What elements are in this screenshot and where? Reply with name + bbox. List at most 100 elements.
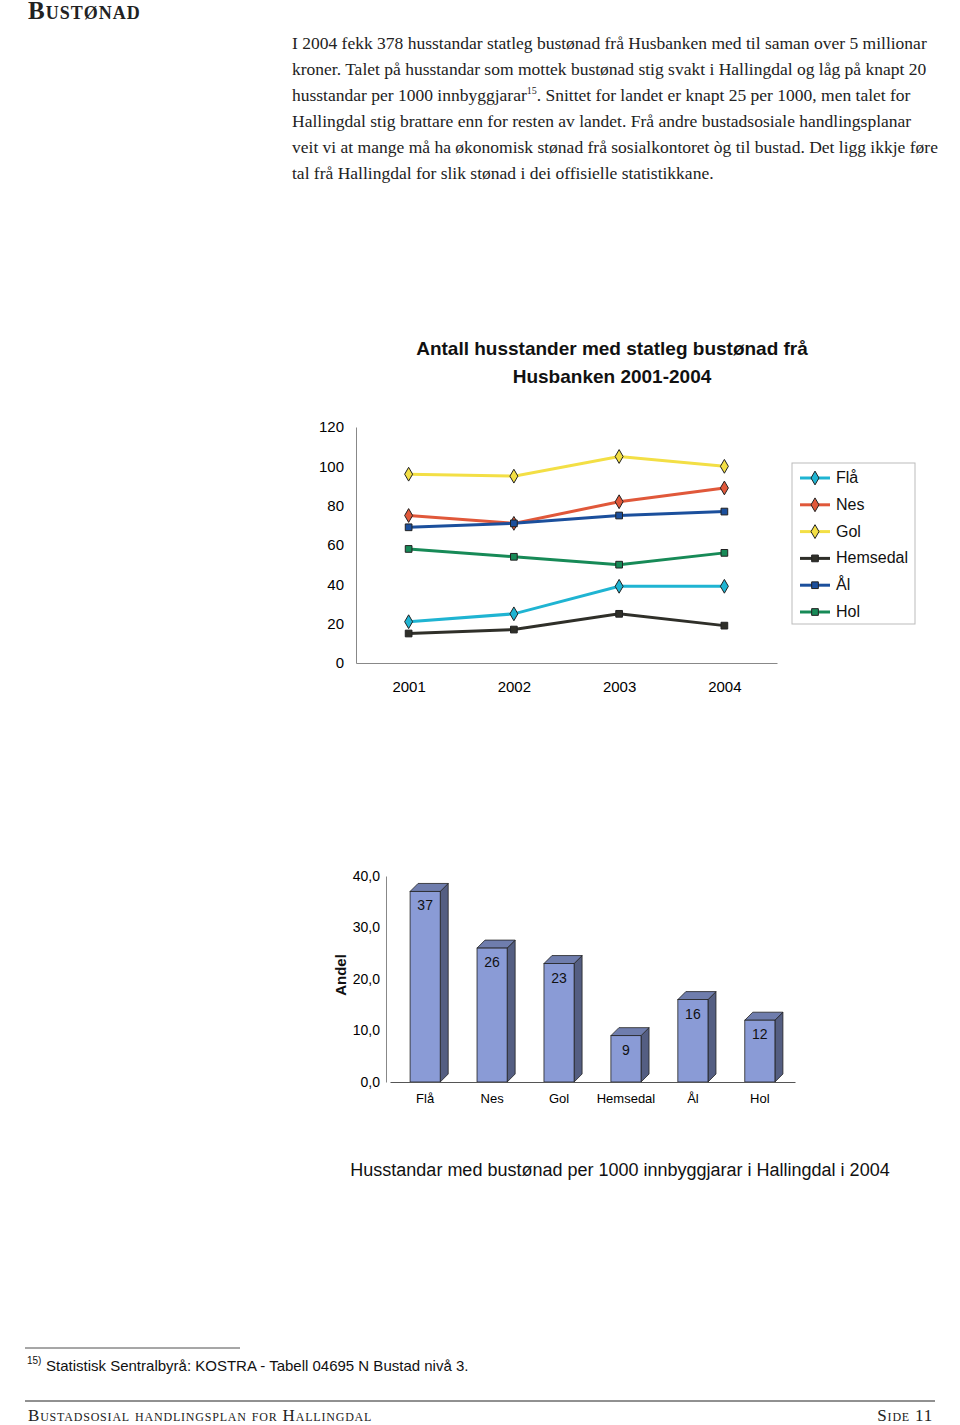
tick: 2001 (392, 663, 425, 695)
marker (405, 630, 412, 637)
tick: 2002 (498, 663, 531, 695)
tick-label: 120 (319, 418, 344, 435)
tick-label: 60 (327, 536, 344, 553)
bar-top (544, 956, 582, 964)
plot-area (405, 450, 729, 637)
tick-label: Ål (687, 1091, 699, 1106)
tick: 10,0 (353, 1022, 386, 1038)
legend-box (792, 463, 915, 624)
tick-label: Flå (416, 1091, 435, 1106)
marker (405, 509, 413, 523)
legend-label: Hemsedal (836, 549, 908, 566)
marker (721, 508, 728, 515)
tick-label: 2003 (603, 678, 636, 695)
axis-line (386, 877, 387, 1083)
bar-chart: 0,0 10,0 20,0 30,0 40,0 Flå Nes Gol Hemsedal Ål Ho… (332, 868, 890, 1180)
legend-marker (811, 525, 819, 539)
footer-left: Bustadsosial handlingsplan for Hallingda… (28, 1406, 372, 1425)
marker (720, 459, 728, 473)
tick: Ål (687, 1082, 699, 1106)
marker (511, 520, 518, 527)
marker (721, 550, 728, 557)
y-axis: 0,0 10,0 20,0 30,0 40,0 (353, 868, 387, 1090)
marker (720, 481, 728, 495)
legend-marker (812, 609, 819, 616)
bar-top (678, 992, 716, 1000)
bar (745, 1020, 775, 1082)
legend-label: Ål (836, 575, 850, 593)
tick-label: Gol (549, 1091, 569, 1106)
bar (477, 948, 507, 1082)
chart-title: Antall husstander med statleg bustønad f… (416, 338, 808, 387)
tick: 20,0 (353, 971, 386, 987)
bar-side (708, 992, 716, 1082)
body-paragraph: I 2004 fekk 378 husstandar statleg bustø… (292, 30, 940, 186)
marker (720, 579, 728, 593)
tick-label: 0,0 (361, 1074, 381, 1090)
y-axis: 020406080100120 (319, 418, 357, 671)
axis-line (357, 663, 778, 664)
tick-label: 40,0 (353, 868, 380, 884)
bar-top (410, 883, 448, 891)
marker (405, 615, 413, 629)
legend-item: Nes (800, 496, 864, 513)
marker (405, 467, 413, 481)
tick-label: Hemsedal (597, 1091, 656, 1106)
data-label: 23 (551, 970, 567, 986)
bar-side (775, 1012, 783, 1082)
bar-top (477, 940, 515, 948)
tick: Hemsedal (597, 1082, 656, 1106)
tick: 100 (319, 458, 356, 475)
tick-label: 100 (319, 458, 344, 475)
marker (405, 546, 412, 553)
tick-label: 30,0 (353, 919, 380, 935)
marker (616, 561, 623, 568)
series-line (409, 512, 725, 528)
legend-marker (811, 471, 819, 485)
marker (615, 579, 623, 593)
footnote-rule (25, 1348, 240, 1349)
tick: Flå (416, 1082, 435, 1106)
legend-marker (812, 555, 819, 562)
heading: Bustønad (28, 0, 141, 24)
marker (510, 469, 518, 483)
tick: 0,0 (361, 1074, 386, 1090)
marker (615, 450, 623, 464)
marker (616, 610, 623, 617)
legend-item: Hemsedal (800, 549, 908, 566)
data-label: 37 (417, 897, 433, 913)
legend-label: Hol (836, 603, 860, 620)
legend-marker (811, 498, 819, 512)
data-label: 16 (685, 1006, 701, 1022)
bar-top (611, 1028, 649, 1036)
tick-label: 20,0 (353, 971, 380, 987)
tick-label: 2004 (708, 678, 741, 695)
footnote-text: Statistisk Sentralbyrå: KOSTRA - Tabell … (46, 1357, 468, 1374)
page: I 2004 fekk 378 husstandar statleg bustø… (0, 0, 960, 1425)
tick-label: Hol (750, 1091, 770, 1106)
series-line (409, 614, 725, 634)
plot-area (410, 883, 783, 1082)
data-label: 12 (752, 1026, 768, 1042)
tick: Nes (481, 1082, 505, 1106)
tick: Gol (549, 1082, 569, 1106)
y-axis-title: Andel (332, 954, 349, 996)
tick: 0 (336, 654, 356, 671)
marker (721, 622, 728, 629)
tick: 2003 (603, 663, 636, 695)
tick: Hol (750, 1082, 770, 1106)
marker (510, 516, 518, 530)
bar-top (745, 1012, 783, 1020)
tick: 2004 (708, 663, 741, 695)
chart-title: Husstandar med bustønad per 1000 innbygg… (350, 1160, 889, 1180)
tick-label: Nes (481, 1091, 505, 1106)
legend-label: Gol (836, 523, 861, 540)
tick: 40 (327, 576, 356, 593)
marker (510, 607, 518, 621)
axis-line (356, 428, 357, 664)
data-label: 9 (622, 1042, 630, 1058)
marker (616, 512, 623, 519)
x-axis: 2001 2002 2003 2004 (357, 663, 778, 695)
tick: 60 (327, 536, 356, 553)
legend-item: Hol (800, 603, 860, 620)
